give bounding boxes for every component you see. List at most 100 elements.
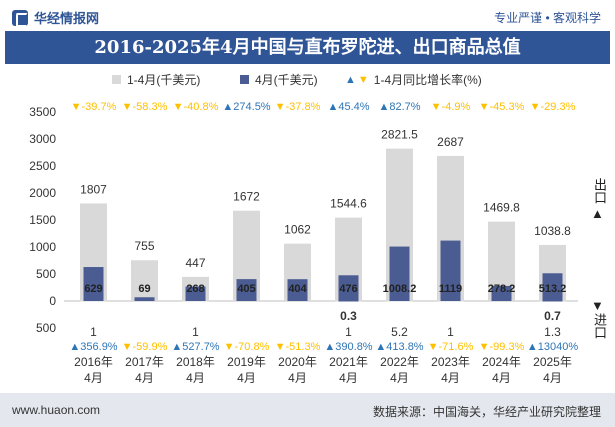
bar-import-month: [338, 301, 359, 302]
legend-item-ytd: 1-4月(千美元): [112, 71, 200, 88]
down-triangle-icon: ▼: [122, 341, 133, 353]
import-growth-label: ▲356.9%: [69, 341, 117, 353]
tagline: 专业严谨 • 客观科学: [494, 11, 601, 25]
brand[interactable]: 华经情报网: [12, 8, 99, 27]
down-triangle-icon: ▼: [275, 341, 286, 353]
bar-export-month: [185, 286, 206, 301]
import-growth-label: ▼-71.6%: [428, 341, 474, 353]
label-export-ytd: 2687: [437, 135, 464, 149]
down-triangle-icon: ▼: [479, 341, 490, 353]
legend-item-month: 4月(千美元): [240, 71, 318, 88]
bar-import-month: [542, 301, 563, 302]
export-growth-label: ▲274.5%: [222, 101, 270, 113]
label-export-month: 513.2: [539, 283, 567, 295]
y-tick-label: 500: [36, 267, 56, 281]
export-growth-value: 45.4%: [338, 101, 369, 113]
y-axis: 500 0 500 1000 1500 2000 2500 3000 3500: [29, 105, 56, 335]
legend-item-growth: ▲ ▼ 1-4月同比增长率(%): [345, 71, 482, 88]
legend-up-triangle-icon: ▲: [345, 73, 356, 86]
export-growth-label: ▼-4.9%: [431, 101, 471, 113]
x-tick-label-year: 2017年: [125, 355, 164, 369]
down-triangle-icon: ▼: [122, 101, 133, 113]
import-growth-value: 413.8%: [386, 341, 424, 353]
label-export-month: 69: [138, 283, 150, 295]
label-export-month: 629: [84, 283, 102, 295]
import-growth-value: 356.9%: [80, 341, 118, 353]
label-export-month: 476: [339, 283, 357, 295]
down-triangle-icon: ▼: [428, 341, 439, 353]
label-import-month: 0.7: [544, 309, 561, 323]
export-growth-value: -40.8%: [184, 101, 219, 113]
down-triangle-icon: ▼: [224, 341, 235, 353]
bar-import-ytd: [386, 301, 413, 302]
import-growth-value: -99.3%: [490, 341, 525, 353]
export-growth-label: ▼-37.8%: [275, 101, 321, 113]
label-export-month: 1119: [439, 283, 462, 295]
up-triangle-icon: ▲: [375, 341, 386, 353]
bar-export-month: [287, 279, 308, 301]
down-triangle-icon: ▼: [71, 101, 82, 113]
bar-import-ytd: [182, 301, 209, 302]
x-tick-label-year: 2016年: [74, 355, 113, 369]
label-export-month: 278.2: [488, 283, 516, 295]
y-tick-label: 2000: [29, 186, 56, 200]
x-tick-label-year: 2021年: [329, 355, 368, 369]
legend-swatch-month: [240, 75, 249, 84]
export-up-arrow-icon: ▲: [591, 206, 604, 221]
export-growth-value: -45.3%: [490, 101, 525, 113]
import-growth-label: ▼-99.3%: [479, 341, 525, 353]
label-export-ytd: 1062: [284, 223, 311, 237]
import-growth-label: ▲527.7%: [171, 341, 219, 353]
import-growth-label: ▲413.8%: [375, 341, 423, 353]
legend-label-month: 4月(千美元): [255, 73, 318, 87]
x-tick-label-year: 2018年: [176, 355, 215, 369]
label-export-ytd: 1469.8: [483, 201, 520, 215]
x-tick-label-year: 2025年: [533, 355, 572, 369]
export-growth-value: -39.7%: [82, 101, 117, 113]
side-label-export: 出口: [592, 178, 607, 204]
bar-import-ytd: [437, 301, 464, 302]
import-growth-value: 390.8%: [335, 341, 373, 353]
up-triangle-icon: ▲: [69, 341, 80, 353]
bar-export-month: [440, 240, 461, 301]
label-import-ytd: 5.2: [391, 325, 408, 339]
footer: www.huaon.com 数据来源：中国海关，华经产业研究院整理: [0, 393, 615, 427]
x-tick-label-year: 2024年: [482, 355, 521, 369]
x-tick-label-month: 4月: [492, 371, 511, 385]
bars: [64, 148, 578, 302]
label-export-ytd: 2821.5: [381, 128, 418, 142]
label-import-ytd: 1: [447, 325, 454, 339]
import-growth-value: 527.7%: [182, 341, 220, 353]
bar-export-month: [338, 275, 359, 301]
top-bar: 华经情报网 专业严谨 • 客观科学: [0, 0, 615, 30]
up-triangle-icon: ▲: [527, 341, 538, 353]
export-growth-label: ▼-29.3%: [530, 101, 576, 113]
export-growth-value: 82.7%: [389, 101, 420, 113]
bar-export-month: [542, 273, 563, 301]
side-label-import: 进口: [592, 313, 607, 339]
import-growth-label: ▼-51.3%: [275, 341, 321, 353]
export-growth-label: ▼-58.3%: [122, 101, 168, 113]
label-import-ytd: 1: [90, 325, 97, 339]
footer-website[interactable]: www.huaon.com: [12, 403, 101, 417]
x-tick-label-month: 4月: [339, 371, 358, 385]
bar-export-month: [491, 285, 512, 301]
export-growth-label: ▼-39.7%: [71, 101, 117, 113]
label-import-ytd: 1: [345, 325, 352, 339]
down-triangle-icon: ▼: [530, 101, 541, 113]
label-export-month: 1008.2: [383, 283, 417, 295]
label-import-ytd: 1: [192, 325, 199, 339]
x-tick-label-month: 4月: [390, 371, 409, 385]
bar-export-month: [134, 297, 155, 301]
y-tick-label: 0: [49, 294, 56, 308]
up-triangle-icon: ▲: [378, 101, 389, 113]
up-triangle-icon: ▲: [222, 101, 233, 113]
x-tick-label-year: 2022年: [380, 355, 419, 369]
down-triangle-icon: ▼: [431, 101, 442, 113]
y-tick-label: 500: [36, 321, 56, 335]
label-import-month: 0.3: [340, 309, 357, 323]
import-growth-value: 13040%: [538, 341, 579, 353]
import-growth-label: ▲390.8%: [324, 341, 372, 353]
x-tick-label-year: 2020年: [278, 355, 317, 369]
